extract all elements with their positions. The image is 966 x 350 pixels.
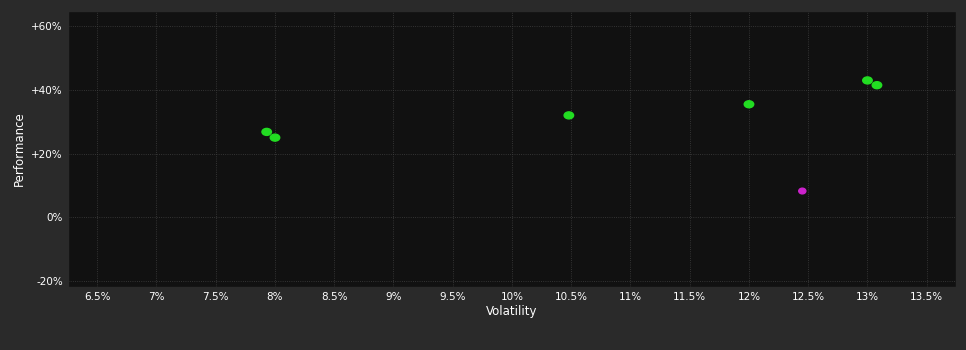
- Point: [268, 135, 283, 140]
- Ellipse shape: [799, 188, 806, 194]
- Point: [795, 188, 810, 194]
- Ellipse shape: [270, 134, 280, 141]
- Point: [860, 78, 875, 83]
- Point: [869, 82, 885, 88]
- Ellipse shape: [564, 112, 574, 119]
- Ellipse shape: [872, 82, 882, 89]
- Point: [259, 129, 274, 135]
- Point: [741, 102, 756, 107]
- Y-axis label: Performance: Performance: [13, 111, 25, 186]
- X-axis label: Volatility: Volatility: [486, 304, 538, 318]
- Point: [561, 113, 577, 118]
- Ellipse shape: [863, 77, 872, 84]
- Ellipse shape: [744, 101, 753, 108]
- Ellipse shape: [262, 128, 271, 135]
